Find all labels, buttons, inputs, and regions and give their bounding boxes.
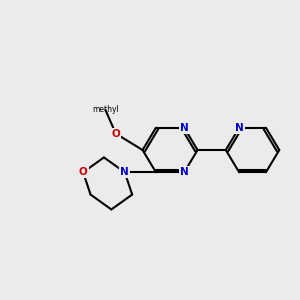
Text: N: N	[120, 167, 129, 177]
Text: N: N	[180, 123, 189, 133]
Text: N: N	[180, 167, 189, 177]
Text: methyl: methyl	[92, 105, 119, 114]
Text: O: O	[79, 167, 88, 177]
Text: N: N	[235, 123, 244, 133]
Text: O: O	[111, 129, 120, 139]
